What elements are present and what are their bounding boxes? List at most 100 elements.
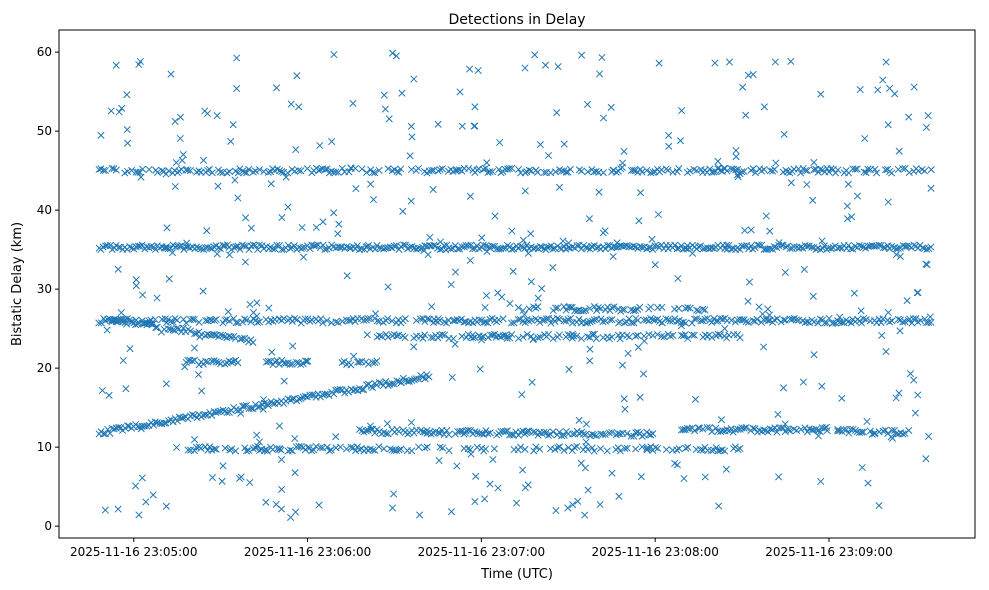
detection-point — [269, 399, 277, 408]
detection-point — [781, 420, 789, 428]
detection-point — [708, 333, 716, 341]
detection-point — [254, 403, 262, 411]
detection-point — [137, 425, 145, 433]
detection-point — [292, 146, 300, 154]
detection-point — [275, 422, 284, 430]
detection-point — [714, 163, 722, 172]
detection-point — [529, 428, 537, 436]
detection-point — [490, 445, 498, 453]
detection-point — [483, 247, 491, 256]
detection-point — [799, 378, 807, 386]
detection-point — [864, 479, 872, 487]
detection-point — [564, 504, 572, 512]
detection-point — [914, 391, 922, 399]
detection-point — [394, 316, 403, 324]
detection-point — [282, 173, 290, 181]
detection-point — [451, 340, 459, 348]
detection-point — [351, 245, 359, 253]
detection-point — [512, 499, 521, 507]
detection-point — [695, 424, 704, 432]
detection-point — [393, 167, 401, 175]
detection-point — [586, 345, 594, 353]
detection-point — [638, 443, 646, 451]
detection-point — [855, 241, 863, 249]
detection-point — [522, 429, 531, 437]
detection-point — [143, 422, 151, 430]
detection-point — [245, 165, 253, 173]
detection-point — [560, 446, 568, 454]
detection-point — [625, 333, 633, 341]
detection-point — [905, 113, 913, 121]
detection-point — [525, 305, 533, 313]
detection-point — [134, 242, 142, 250]
detection-point — [916, 317, 925, 325]
detection-point — [636, 303, 644, 311]
detection-point — [430, 241, 438, 249]
detection-point — [665, 142, 673, 150]
detection-point — [382, 429, 390, 438]
detection-point — [690, 331, 698, 339]
detection-point — [851, 242, 859, 250]
detection-point — [306, 444, 314, 452]
detection-point — [210, 330, 218, 339]
detection-point — [843, 202, 851, 210]
detection-point — [643, 444, 651, 452]
plot-points — [95, 49, 935, 521]
detection-point — [149, 491, 157, 499]
detection-point — [478, 234, 486, 242]
detection-point — [262, 498, 270, 506]
detection-point — [204, 166, 212, 174]
detection-point — [770, 165, 779, 173]
detection-point — [397, 165, 405, 173]
detection-point — [894, 315, 902, 323]
detection-point — [169, 418, 177, 426]
detection-point — [247, 318, 255, 326]
detection-point — [874, 86, 882, 94]
detection-point — [592, 432, 600, 440]
detection-point — [590, 316, 598, 324]
detection-point — [173, 316, 181, 324]
detection-point — [627, 432, 635, 440]
detection-point — [293, 358, 301, 366]
detection-point — [635, 217, 643, 225]
detection-point — [608, 469, 616, 477]
detection-point — [321, 245, 329, 253]
detection-point — [371, 429, 379, 437]
detection-point — [601, 245, 609, 253]
detection-point — [840, 425, 848, 434]
detection-point — [447, 280, 455, 289]
detection-point — [225, 168, 234, 176]
detection-point — [527, 278, 535, 286]
detection-point — [742, 318, 750, 326]
detection-point — [202, 316, 210, 325]
detection-point — [779, 384, 788, 392]
detection-point — [688, 249, 697, 257]
detection-point — [803, 180, 811, 189]
detection-point — [616, 447, 624, 455]
detection-point — [249, 445, 257, 453]
detection-point — [923, 261, 931, 269]
detection-point — [721, 244, 729, 253]
detection-point — [862, 169, 870, 177]
detection-point — [555, 315, 563, 323]
detection-point — [584, 445, 592, 454]
detection-point — [871, 165, 879, 173]
detection-point — [732, 166, 740, 174]
detection-point — [123, 126, 131, 134]
detection-point — [264, 357, 272, 365]
detection-point — [255, 318, 264, 326]
detection-point — [586, 318, 594, 326]
detection-point — [214, 182, 222, 190]
detection-point — [229, 121, 237, 129]
detection-point — [288, 395, 297, 403]
detection-point — [273, 398, 281, 406]
detection-point — [521, 64, 529, 72]
detection-point — [598, 53, 606, 62]
detection-point — [747, 226, 755, 234]
detection-point — [286, 360, 294, 368]
detection-point — [117, 309, 125, 317]
detection-point — [323, 443, 331, 451]
detection-point — [118, 104, 126, 112]
detection-point — [922, 123, 931, 131]
